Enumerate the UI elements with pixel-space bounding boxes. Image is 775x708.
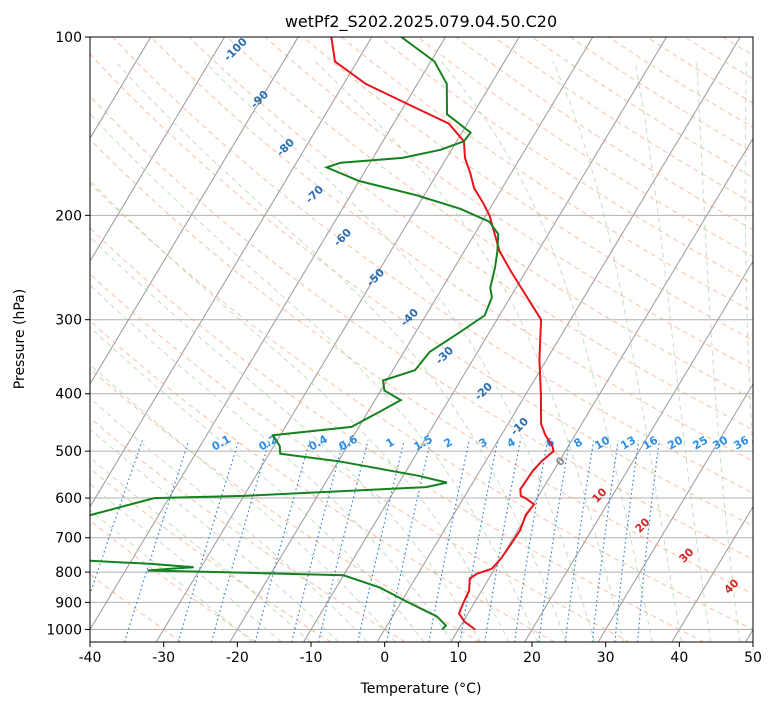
x-tick-label: -40 [79, 650, 102, 666]
moist-adiabat-line [696, 61, 741, 642]
moist-adiabat-line [90, 284, 453, 642]
isotherm-line [524, 260, 753, 642]
x-tick-label: 40 [670, 650, 688, 666]
axes: -40 -30 -20 -10 0 10 20 30 40 50 1000 900 800 700 600 5… [46, 30, 762, 666]
moist-adiabat-line [552, 61, 683, 642]
plot-background [90, 37, 753, 642]
moist-adiabat-line [90, 483, 282, 642]
mixing-ratio-line [591, 440, 619, 642]
isotherm-line [376, 37, 741, 642]
isotherm-line [155, 37, 520, 642]
mixing-ratio-line [564, 440, 595, 642]
dry-adiabat-line [90, 519, 257, 642]
dry-adiabat-line [90, 273, 630, 642]
dry-adiabat-line [150, 37, 753, 462]
dry-adiabat-line [226, 37, 753, 400]
isotherm-line [671, 505, 753, 642]
isotherm-line [90, 37, 225, 263]
mixing-ratio-line [538, 440, 571, 642]
dewpoint-line [90, 37, 500, 631]
isotherm-line [90, 37, 446, 631]
moist-adiabat-line [634, 61, 712, 642]
mixing-ratio-line [123, 440, 190, 642]
isotherm-line [450, 137, 753, 642]
moist-adiabat-line [90, 456, 311, 642]
moist-adiabat-line [90, 509, 254, 642]
x-tick-label: 0 [380, 650, 389, 666]
isotherm-line [597, 382, 753, 642]
moist-adiabat-line [90, 236, 482, 642]
isotherm-line [0, 37, 4, 642]
dry-adiabat-line [341, 37, 753, 313]
dry-adiabat-line [90, 138, 753, 595]
mixing-ratio-line [428, 440, 470, 642]
dry-adiabat-line [90, 320, 556, 642]
y-axis-label: Pressure (hPa) [12, 289, 28, 389]
dry-adiabat-line [379, 37, 753, 285]
moist-adiabat-line [314, 61, 625, 642]
mixing-ratio-line [459, 440, 499, 642]
dry-adiabat-line [761, 37, 775, 642]
y-tick-label: 300 [55, 313, 82, 329]
y-tick-label: 500 [55, 444, 82, 460]
isotherm-line [229, 37, 594, 642]
mixing-ratio-line [637, 440, 660, 642]
moist-adiabat-line [744, 61, 753, 463]
x-tick-label: 20 [523, 650, 541, 666]
y-tick-label: 800 [55, 565, 82, 581]
y-tick-label: 600 [55, 491, 82, 507]
x-tick-label: -30 [152, 650, 175, 666]
moist-adiabat-line [203, 61, 596, 642]
moist-adiabat-line [90, 397, 368, 642]
temperature-line [330, 37, 555, 631]
dry-adiabat-line [90, 53, 753, 527]
x-tick-label: 50 [744, 650, 762, 666]
moist-adiabat-line [90, 179, 510, 642]
y-tick-label: 900 [55, 595, 82, 611]
x-tick-label: 30 [597, 650, 615, 666]
x-tick-label: -20 [226, 650, 249, 666]
moist-adiabat-line [441, 61, 654, 642]
x-tick-label: -10 [300, 650, 323, 666]
mixing-ratio-line [614, 440, 640, 642]
y-tick-label: 400 [55, 387, 82, 403]
x-axis-label: Temperature (°C) [360, 681, 482, 697]
dry-adiabat-line [90, 368, 481, 642]
y-tick-label: 200 [55, 208, 82, 224]
mixing-ratio-line [514, 440, 549, 642]
y-tick-label: 700 [55, 531, 82, 547]
dry-adiabat-line [112, 37, 753, 494]
moist-adiabat-line [115, 61, 567, 642]
isotherm-line [90, 37, 373, 508]
mixing-ratio-line [357, 440, 405, 642]
y-tick-label: 100 [55, 30, 82, 46]
moist-adiabat-line [90, 428, 340, 642]
chart-title: wetPf2_S202.2025.079.04.50.C20 [285, 12, 557, 32]
plot-frame [89, 36, 754, 643]
y-tick-label: 1000 [46, 623, 82, 639]
plot-area: -100-90-80-70-60-50-40-30-20-10010203040… [0, 37, 775, 642]
dry-adiabat-line [90, 182, 753, 631]
moist-adiabat-line [90, 112, 538, 642]
x-tick-label: 10 [449, 650, 467, 666]
dry-adiabat-line [264, 37, 753, 371]
isotherm-line [90, 37, 299, 385]
